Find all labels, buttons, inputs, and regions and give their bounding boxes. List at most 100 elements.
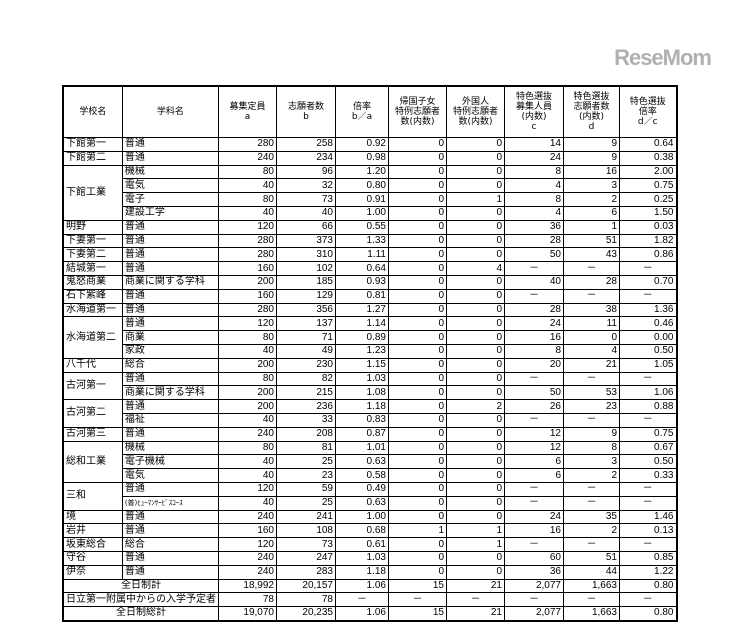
watermark-logo: ReseMom bbox=[614, 45, 712, 70]
value-special-ratio: － bbox=[619, 481, 677, 497]
value-capacity-a: 40 bbox=[218, 178, 277, 194]
department-name: 普通 bbox=[121, 302, 220, 318]
value-foreign: 0 bbox=[446, 150, 505, 166]
school-name: 岩井 bbox=[62, 523, 123, 539]
total-foreign: － bbox=[446, 592, 505, 608]
value-applicants-b: 310 bbox=[276, 247, 336, 263]
value-special-ratio: 1.06 bbox=[619, 385, 677, 401]
table-row: (普)ﾋｭｰﾏﾝｻｰﾋﾞｽｺｰｽ 40 25 0.63 0 0 －－－ bbox=[63, 495, 677, 511]
total-label: 全日制総計 bbox=[62, 606, 219, 622]
value-special-applicants-d: － bbox=[563, 495, 620, 511]
value-ratio: 0.92 bbox=[335, 137, 389, 152]
value-applicants-b: 40 bbox=[276, 205, 336, 221]
value-special-applicants-d: 44 bbox=[563, 564, 620, 580]
value-foreign: 0 bbox=[446, 205, 505, 221]
value-capacity-a: 40 bbox=[218, 454, 277, 470]
value-applicants-b: 66 bbox=[276, 219, 336, 235]
value-ratio: 1.18 bbox=[335, 564, 389, 580]
table-row: 電子 80 73 0.91 0 1 8 2 0.25 bbox=[63, 192, 677, 207]
value-applicants-b: 208 bbox=[276, 426, 336, 442]
value-returnee: 0 bbox=[388, 495, 447, 511]
value-applicants-b: 137 bbox=[276, 316, 336, 332]
table-row: 岩井 普通 160 108 0.68 1 1 16 2 0.13 bbox=[62, 523, 677, 539]
header-special-applicants-d: 特色選抜 志願者数 (内数) d bbox=[563, 85, 620, 138]
school-name: 境 bbox=[62, 509, 123, 525]
department-name: 建設工学 bbox=[121, 205, 220, 221]
school-name: 下館工業 bbox=[62, 164, 123, 221]
school-name: 水海道第二 bbox=[62, 316, 123, 359]
school-name: 伊奈 bbox=[62, 564, 123, 580]
value-foreign: 1 bbox=[446, 192, 505, 207]
total-returnee: 15 bbox=[388, 578, 447, 594]
value-returnee: 0 bbox=[388, 302, 447, 318]
value-special-capacity-c: － bbox=[504, 495, 564, 511]
table-row: 総和工業 機械 80 81 1.01 0 0 12 8 0.67 bbox=[62, 440, 677, 483]
value-capacity-a: 240 bbox=[218, 550, 277, 566]
total-capacity-a: 18,992 bbox=[218, 578, 277, 594]
value-special-ratio: － bbox=[619, 261, 677, 276]
value-returnee: 0 bbox=[388, 150, 447, 166]
value-special-applicants-d: 2 bbox=[563, 468, 620, 483]
value-foreign: 1 bbox=[446, 537, 505, 552]
total-special-capacity-c: － bbox=[504, 592, 564, 608]
value-ratio: 0.80 bbox=[335, 178, 389, 194]
value-applicants-b: 373 bbox=[276, 233, 336, 249]
value-special-capacity-c: 60 bbox=[504, 550, 564, 566]
value-capacity-a: 40 bbox=[218, 412, 277, 428]
school-name: 結城第一 bbox=[62, 261, 123, 276]
total-row: 全日制計 18,992 20,157 1.06 15 21 2,077 1,663 0.80 bbox=[62, 578, 677, 594]
table-row: 下妻第二 普通 280 310 1.11 0 0 50 43 0.86 bbox=[62, 247, 677, 263]
value-returnee: 0 bbox=[388, 219, 447, 235]
total-ratio: － bbox=[335, 592, 389, 608]
value-foreign: 0 bbox=[446, 343, 505, 359]
value-capacity-a: 240 bbox=[218, 509, 277, 525]
department-name: 普通 bbox=[121, 288, 220, 304]
value-special-capacity-c: 14 bbox=[504, 137, 564, 152]
value-special-ratio: 0.50 bbox=[619, 343, 677, 359]
value-special-applicants-d: 23 bbox=[563, 399, 620, 414]
value-special-applicants-d: － bbox=[563, 537, 620, 552]
value-foreign: 0 bbox=[446, 233, 505, 249]
value-returnee: 0 bbox=[388, 261, 447, 276]
table-row: 明野 普通 120 66 0.55 0 0 36 1 0.03 bbox=[62, 219, 677, 235]
table-row: 守谷 普通 240 247 1.03 0 0 60 51 0.85 bbox=[62, 550, 677, 566]
table-row: 電気 40 32 0.80 0 0 4 3 0.75 bbox=[63, 178, 677, 194]
value-special-applicants-d: 0 bbox=[563, 330, 620, 345]
value-ratio: 1.11 bbox=[335, 247, 389, 263]
department-name: 普通 bbox=[121, 233, 220, 249]
value-special-capacity-c: 24 bbox=[504, 509, 564, 525]
table-row: 家政 40 49 1.23 0 0 8 4 0.50 bbox=[63, 343, 677, 359]
total-label: 日立第一附属中からの入学予定者 bbox=[62, 592, 219, 608]
value-capacity-a: 120 bbox=[218, 219, 277, 235]
value-capacity-a: 280 bbox=[218, 137, 277, 152]
department-name: 電気 bbox=[121, 178, 220, 194]
value-special-capacity-c: 8 bbox=[504, 192, 564, 207]
value-special-capacity-c: 16 bbox=[504, 330, 564, 345]
value-ratio: 0.49 bbox=[335, 481, 389, 497]
value-special-capacity-c: 28 bbox=[504, 233, 564, 249]
value-applicants-b: 33 bbox=[276, 412, 336, 428]
value-returnee: 0 bbox=[388, 468, 447, 483]
table-row: 伊奈 普通 240 283 1.18 0 0 36 44 1.22 bbox=[62, 564, 677, 580]
value-returnee: 0 bbox=[388, 343, 447, 359]
value-special-capacity-c: 8 bbox=[504, 164, 564, 180]
value-special-capacity-c: 6 bbox=[504, 454, 564, 470]
value-ratio: 0.55 bbox=[335, 219, 389, 235]
value-foreign: 0 bbox=[446, 495, 505, 511]
table-row: 福祉 40 33 0.83 0 0 －－－ bbox=[63, 412, 677, 428]
value-special-ratio: 1.22 bbox=[619, 564, 677, 580]
value-returnee: 0 bbox=[388, 426, 447, 442]
value-special-ratio: 0.50 bbox=[619, 454, 677, 470]
value-special-capacity-c: 4 bbox=[504, 205, 564, 221]
value-special-capacity-c: 12 bbox=[504, 426, 564, 442]
value-special-ratio: 2.00 bbox=[619, 164, 677, 180]
value-special-applicants-d: － bbox=[563, 412, 620, 428]
school-name: 石下紫峰 bbox=[62, 288, 123, 304]
value-capacity-a: 240 bbox=[218, 426, 277, 442]
value-returnee: 0 bbox=[388, 385, 447, 401]
value-special-ratio: 0.70 bbox=[619, 274, 677, 290]
table-row: 結城第一 普通 160 102 0.64 0 4 －－－ bbox=[62, 261, 677, 276]
value-capacity-a: 120 bbox=[218, 481, 277, 497]
value-applicants-b: 25 bbox=[276, 454, 336, 470]
department-name: 電子 bbox=[121, 192, 220, 207]
